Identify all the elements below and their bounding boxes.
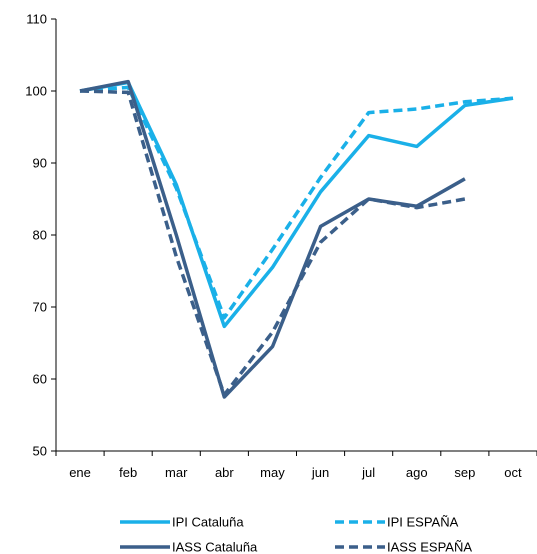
x-tick-label: sep [454, 465, 475, 480]
chart-series [79, 79, 514, 399]
series-line-0 [79, 80, 514, 329]
x-tick-label: abr [215, 465, 234, 480]
legend-label-2: IASS Cataluña [172, 540, 258, 554]
x-tick-label: jun [311, 465, 329, 480]
y-tick-label: 90 [33, 156, 47, 171]
legend-label-3: IASS ESPAÑA [387, 540, 472, 554]
legend-label-0: IPI Cataluña [172, 515, 244, 530]
y-tick-label: 50 [33, 444, 47, 459]
y-tick-label: 60 [33, 372, 47, 387]
chart-legend: IPI Cataluña IPI ESPAÑA IASS Cataluña IASS … [120, 515, 472, 554]
series-line-1 [79, 85, 514, 320]
x-tick-label: oct [504, 465, 522, 480]
x-tick-label: ago [406, 465, 428, 480]
x-tick-label: mar [165, 465, 188, 480]
x-tick-label: feb [119, 465, 137, 480]
y-tick-label: 70 [33, 300, 47, 315]
chart-axes: 50 60 70 80 90 100 110 ene feb mar abr may jun jul ago… [25, 12, 537, 480]
series-line-2 [79, 79, 466, 399]
x-tick-label: ene [69, 465, 91, 480]
y-tick-label: 110 [26, 12, 47, 27]
legend-label-1: IPI ESPAÑA [387, 515, 459, 530]
y-tick-label: 80 [33, 228, 47, 243]
x-tick-label: jul [361, 465, 375, 480]
x-tick-label: may [260, 465, 285, 480]
y-tick-label: 100 [25, 84, 47, 99]
series-line-3 [79, 89, 466, 397]
